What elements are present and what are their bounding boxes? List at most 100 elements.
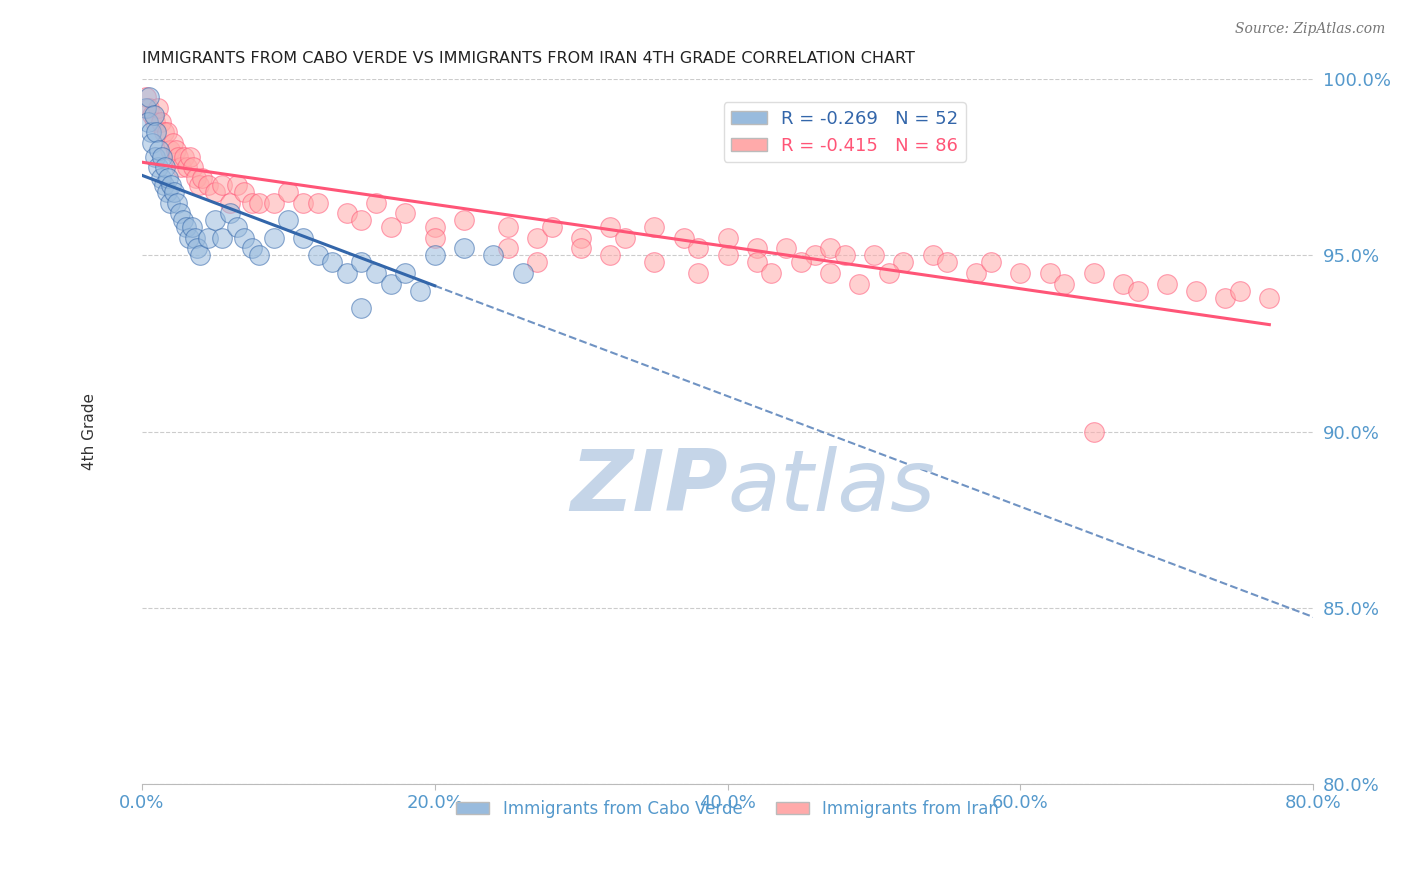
Point (204, 213, 226, 227)
Point (423, 220, 446, 235)
Point (291, 195, 314, 210)
Point (936, 255, 959, 269)
Point (138, 90, 160, 104)
Point (139, 125, 162, 139)
Point (745, 255, 768, 269)
Point (482, 248, 505, 262)
Legend: Immigrants from Cabo Verde, Immigrants from Iran: Immigrants from Cabo Verde, Immigrants f… (450, 793, 1005, 825)
Text: Source: ZipAtlas.com: Source: ZipAtlas.com (1234, 22, 1385, 37)
Point (775, 241, 797, 255)
Point (453, 213, 475, 227)
Point (643, 255, 665, 269)
Point (818, 241, 841, 255)
Text: atlas: atlas (727, 446, 935, 529)
Point (149, 171, 172, 186)
Point (172, 213, 194, 227)
Point (614, 231, 637, 245)
Point (247, 195, 270, 210)
Point (233, 185, 256, 199)
Point (211, 231, 233, 245)
Point (1156, 277, 1178, 291)
Point (149, 114, 172, 128)
Point (136, 114, 159, 128)
Point (159, 195, 181, 210)
Point (145, 125, 167, 139)
Point (181, 161, 204, 175)
Point (688, 266, 710, 280)
Point (152, 178, 174, 192)
Point (1185, 284, 1208, 298)
Point (366, 195, 388, 210)
Point (891, 255, 914, 269)
Point (152, 125, 174, 139)
Point (336, 206, 359, 220)
Point (921, 248, 943, 262)
Point (540, 220, 562, 235)
Text: ZIP: ZIP (569, 446, 727, 529)
Point (167, 150, 190, 164)
Point (394, 266, 416, 280)
Point (336, 266, 359, 280)
Point (1229, 284, 1251, 298)
Text: IMMIGRANTS FROM CABO VERDE VS IMMIGRANTS FROM IRAN 4TH GRADE CORRELATION CHART: IMMIGRANTS FROM CABO VERDE VS IMMIGRANTS… (142, 51, 915, 66)
Point (180, 220, 202, 235)
Point (176, 161, 198, 175)
Point (321, 255, 343, 269)
Point (141, 107, 163, 121)
Point (197, 231, 219, 245)
Point (1126, 284, 1149, 298)
Point (643, 220, 665, 235)
Point (165, 143, 187, 157)
Point (150, 150, 173, 164)
Point (423, 248, 446, 262)
Point (350, 255, 373, 269)
Point (263, 231, 285, 245)
Point (156, 185, 179, 199)
Point (277, 213, 299, 227)
Point (135, 90, 157, 104)
Point (716, 248, 738, 262)
Point (143, 150, 166, 164)
Point (160, 178, 183, 192)
Point (863, 248, 886, 262)
Point (187, 178, 209, 192)
Point (148, 143, 170, 157)
Point (672, 231, 695, 245)
Point (790, 255, 813, 269)
Point (240, 195, 263, 210)
Point (380, 277, 402, 291)
Point (226, 220, 249, 235)
Point (143, 114, 166, 128)
Point (166, 195, 188, 210)
Point (157, 171, 180, 186)
Point (291, 231, 314, 245)
Point (190, 248, 212, 262)
Text: 4th Grade: 4th Grade (82, 393, 97, 470)
Point (409, 284, 432, 298)
Point (453, 241, 475, 255)
Point (218, 195, 240, 210)
Point (247, 248, 270, 262)
Point (350, 301, 373, 316)
Point (834, 248, 856, 262)
Point (218, 206, 240, 220)
Point (277, 185, 299, 199)
Point (211, 178, 233, 192)
Point (1112, 277, 1135, 291)
Point (688, 241, 710, 255)
Point (745, 241, 768, 255)
Point (1039, 266, 1062, 280)
Point (599, 248, 621, 262)
Point (177, 231, 200, 245)
Point (233, 231, 256, 245)
Point (380, 220, 402, 235)
Point (569, 241, 592, 255)
Point (423, 231, 446, 245)
Point (307, 248, 329, 262)
Point (240, 241, 263, 255)
Point (146, 101, 169, 115)
Point (197, 178, 219, 192)
Point (1053, 277, 1076, 291)
Point (512, 266, 534, 280)
Point (162, 136, 184, 150)
